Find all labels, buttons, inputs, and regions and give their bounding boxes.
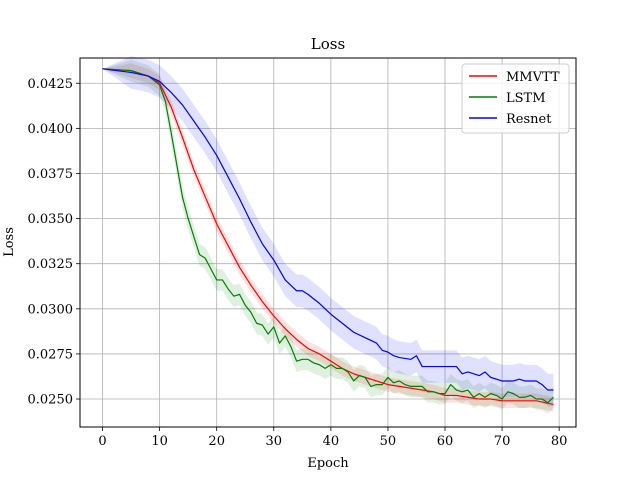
y-tick-label: 0.0325	[28, 257, 74, 272]
x-tick-label: 10	[151, 434, 168, 449]
x-tick-label: 80	[551, 434, 568, 449]
band-layer	[102, 56, 554, 414]
x-tick-label: 50	[380, 434, 397, 449]
resnet-confidence-band	[102, 56, 554, 407]
legend-label-lstm: LSTM	[506, 91, 546, 106]
y-tick-label: 0.0375	[28, 167, 74, 182]
tick-layer: 0 10 20 30 40 50 60 70 80 0.0250 0.0275 0.0300 0.032…	[28, 77, 568, 449]
y-tick-label: 0.0275	[28, 347, 74, 362]
x-tick-label: 40	[323, 434, 340, 449]
legend: MMVTT LSTM Resnet	[461, 63, 570, 134]
y-tick-label: 0.0350	[28, 212, 74, 227]
line-layer	[102, 68, 554, 406]
plot-frame	[79, 57, 577, 428]
y-tick-label: 0.0400	[28, 122, 74, 137]
x-tick-label: 60	[437, 434, 454, 449]
lstm-series-line	[102, 68, 554, 404]
y-tick-label: 0.0250	[28, 393, 74, 408]
chart-title: Loss	[311, 35, 345, 53]
x-tick-label: 70	[494, 434, 511, 449]
legend-label-resnet: Resnet	[506, 112, 552, 127]
x-tick-label: 30	[266, 434, 283, 449]
resnet-series-line	[102, 68, 554, 391]
y-axis-label: Loss	[2, 227, 17, 257]
x-tick-label: 20	[208, 434, 225, 449]
lstm-confidence-band	[102, 59, 554, 414]
x-axis-label: Epoch	[307, 456, 349, 471]
legend-box	[461, 63, 570, 134]
mmvtt-series-line	[102, 68, 554, 406]
y-tick-label: 0.0300	[28, 302, 74, 317]
legend-label-mmvtt: MMVTT	[506, 70, 560, 85]
y-tick-label: 0.0425	[28, 77, 74, 92]
x-tick-label: 0	[98, 434, 106, 449]
